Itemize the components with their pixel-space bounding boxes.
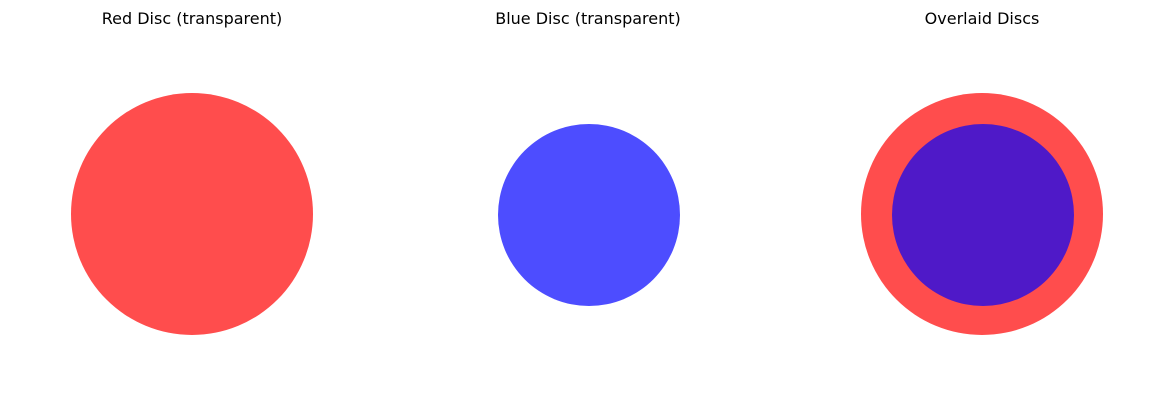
panel-title-red-disc: Red Disc (transparent) [101, 9, 283, 28]
panel-blue-disc [498, 124, 680, 306]
panel-title-overlaid-discs: Overlaid Discs [924, 9, 1040, 28]
panel-red-disc [71, 93, 313, 335]
panel-title-blue-disc: Blue Disc (transparent) [495, 9, 681, 28]
blue-disc [498, 124, 680, 306]
red-disc [71, 93, 313, 335]
overlaid-blue-disc [892, 124, 1074, 306]
panel-overlaid-discs [861, 93, 1103, 335]
